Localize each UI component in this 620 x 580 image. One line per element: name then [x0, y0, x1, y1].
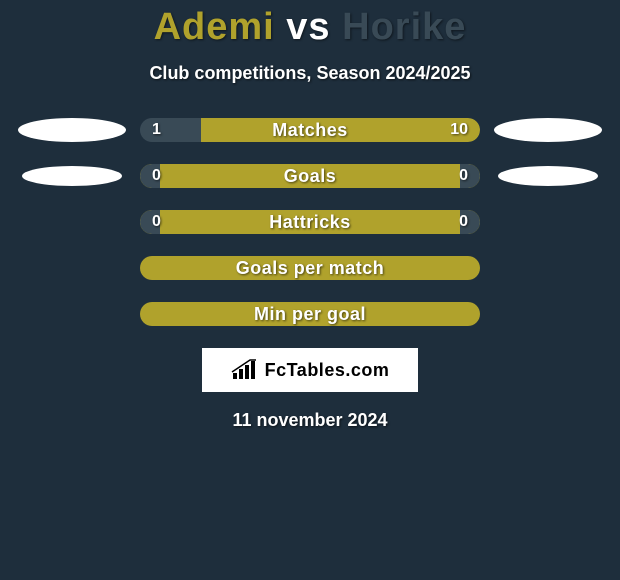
- right-shape-slot: [492, 118, 604, 142]
- stats-container: 1 Matches 10 0 Goals 0: [0, 118, 620, 431]
- page-title: Ademi vs Horike: [0, 0, 620, 49]
- stat-label: Goals per match: [140, 258, 480, 279]
- player1-name: Ademi: [154, 6, 275, 48]
- player2-ellipse-icon: [498, 166, 598, 186]
- stat-bar-min-per-goal: Min per goal: [140, 302, 480, 326]
- stat-label: Matches: [140, 120, 480, 141]
- player1-ellipse-icon: [22, 166, 122, 186]
- player2-ellipse-icon: [494, 118, 602, 142]
- stat-row-hattricks: 0 Hattricks 0: [0, 210, 620, 234]
- stat-bar-goals-per-match: Goals per match: [140, 256, 480, 280]
- left-shape-slot: [16, 118, 128, 142]
- date-text: 11 november 2024: [0, 410, 620, 431]
- stat-row-goals: 0 Goals 0: [0, 164, 620, 188]
- stat-label: Hattricks: [140, 212, 480, 233]
- stat-right-value: 0: [459, 167, 468, 185]
- right-shape-slot: [492, 166, 604, 186]
- stat-right-value: 0: [459, 213, 468, 231]
- stat-label: Min per goal: [140, 304, 480, 325]
- stat-bar-goals: 0 Goals 0: [140, 164, 480, 188]
- stat-bar-matches: 1 Matches 10: [140, 118, 480, 142]
- stat-row-matches: 1 Matches 10: [0, 118, 620, 142]
- stat-label: Goals: [140, 166, 480, 187]
- stat-right-value: 10: [450, 121, 468, 139]
- player2-name: Horike: [342, 6, 466, 48]
- brand-banner[interactable]: FcTables.com: [202, 348, 418, 392]
- player1-ellipse-icon: [18, 118, 126, 142]
- stat-bar-hattricks: 0 Hattricks 0: [140, 210, 480, 234]
- subtitle: Club competitions, Season 2024/2025: [0, 63, 620, 84]
- brand-chart-icon: [231, 359, 259, 381]
- brand-text: FcTables.com: [265, 360, 390, 381]
- vs-text: vs: [275, 6, 342, 48]
- left-shape-slot: [16, 166, 128, 186]
- comparison-widget: Ademi vs Horike Club competitions, Seaso…: [0, 0, 620, 580]
